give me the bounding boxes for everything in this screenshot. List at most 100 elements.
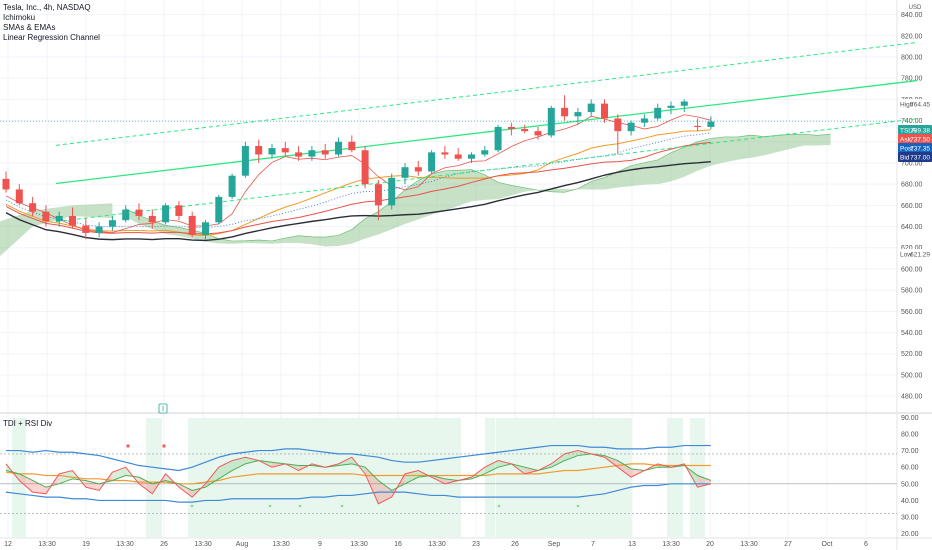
candle-body <box>481 150 489 155</box>
candle-body <box>162 205 170 223</box>
high-badge-value: 764.45 <box>910 102 930 109</box>
tdi-tick-label: 40.00 <box>901 498 919 505</box>
tdi-shaded-zone <box>12 418 26 537</box>
time-tick-label: Oct <box>822 541 833 548</box>
tdi-legend[interactable]: TDI + RSI Div <box>3 419 53 428</box>
currency-label: USD <box>909 5 922 11</box>
event-marker-icon <box>158 403 168 414</box>
candle-body <box>574 112 582 117</box>
candle-body <box>534 131 542 136</box>
time-tick-label: 7 <box>591 541 595 548</box>
candle-body <box>202 222 209 236</box>
tdi-shaded-zone <box>485 418 495 537</box>
candle-body <box>694 125 702 127</box>
candle-body <box>122 209 130 221</box>
price-tick-label: 480.00 <box>901 394 923 401</box>
divergence-marker-bull: * <box>299 504 302 511</box>
tdi-fill <box>524 467 538 474</box>
candle-body <box>228 175 236 197</box>
candle-body <box>55 215 63 222</box>
candle-body <box>335 141 342 155</box>
candle-body <box>148 215 156 223</box>
candle-body <box>374 184 382 206</box>
bid-badge: Bid 737.00 <box>898 152 932 162</box>
time-tick-label: 26 <box>160 541 168 548</box>
ticker-badge-bg <box>898 125 932 135</box>
time-tick-label: 13:30 <box>194 541 212 548</box>
ema-orange-line <box>5 129 711 237</box>
ichimoku-span-a <box>125 133 831 242</box>
time-tick-label: 13:30 <box>38 541 56 548</box>
time-tick-label: 13:30 <box>662 541 680 548</box>
high-badge-label: High <box>900 102 914 109</box>
candle-body <box>507 126 515 130</box>
candle-body <box>414 167 422 172</box>
time-tick-label: 23 <box>472 541 480 548</box>
time-tick-label: Sep <box>548 541 561 548</box>
price-tick-label: 560.00 <box>901 309 923 316</box>
tdi-fill <box>218 460 233 479</box>
price-tick-label: 600.00 <box>901 266 923 273</box>
price-tick-label: 840.00 <box>901 12 923 19</box>
price-tick-label: 700.00 <box>901 160 923 167</box>
low-badge-label: Low <box>900 252 912 259</box>
price-tick-label: 800.00 <box>901 54 923 61</box>
tdi-fill <box>112 467 126 481</box>
bid-badge-value: 737.00 <box>910 155 930 162</box>
tdi-tick-label: 60.00 <box>901 465 919 472</box>
candle-body <box>175 205 183 216</box>
low-badge-value: 621.29 <box>910 252 930 259</box>
regression-line <box>55 79 918 185</box>
candle-body <box>321 150 329 155</box>
candle-body <box>295 152 303 157</box>
tdi-fill <box>551 453 565 468</box>
time-tick-label: 19 <box>82 541 90 548</box>
tdi-fill <box>498 460 512 468</box>
candle-body <box>547 107 555 136</box>
ema-red-line <box>5 141 711 235</box>
candle-body <box>108 220 116 227</box>
tdi-tick-label: 80.00 <box>901 431 919 438</box>
candle-body <box>361 150 369 185</box>
ticker-badge-value: 739.38 <box>910 128 930 135</box>
price-tick-label: 740.00 <box>901 118 923 125</box>
tdi-shaded-zone <box>146 418 162 537</box>
time-tick-label: 13:30 <box>272 541 290 548</box>
time-tick-label: 16 <box>394 541 402 548</box>
time-tick-label: 13:30 <box>116 541 134 548</box>
tdi-rsi-line <box>5 450 712 505</box>
candle-body <box>69 215 76 226</box>
indicator-linear-regression[interactable]: Linear Regression Channel <box>3 33 100 42</box>
indicator-smas-emas[interactable]: SMAs & EMAs <box>3 23 56 32</box>
price-tick-label: 580.00 <box>901 288 923 295</box>
tdi-tick-label: 50.00 <box>901 481 919 488</box>
bid-badge-label: Bid <box>900 155 910 162</box>
tdi-fill <box>484 460 499 474</box>
candle-body <box>561 107 569 117</box>
symbol-title[interactable]: Tesla, Inc., 4h, NASDAQ <box>3 3 91 12</box>
chart-legend: Tesla, Inc., 4h, NASDAQ Ichimoku SMAs & … <box>3 3 100 43</box>
tdi-fill <box>232 457 246 471</box>
indicator-ichimoku[interactable]: Ichimoku <box>3 13 36 22</box>
price-tick-label: 780.00 <box>901 76 923 83</box>
candle-body <box>255 146 263 155</box>
candle-body <box>308 150 316 157</box>
divergence-marker-bull: * <box>269 504 272 511</box>
tdi-lower-band <box>5 483 711 503</box>
time-tick-label: 27 <box>784 541 792 548</box>
tdi-fill <box>19 473 33 493</box>
candle-body <box>640 118 648 123</box>
tdi-fill <box>32 480 46 494</box>
tdi-tick-label: 90.00 <box>901 415 919 422</box>
ask-badge-bg <box>898 134 932 144</box>
price-tick-label: 540.00 <box>901 330 923 337</box>
candle-body <box>348 141 356 151</box>
tdi-shaded-zone <box>690 418 705 537</box>
candle-body <box>587 103 595 113</box>
time-tick-label: 13:30 <box>350 541 368 548</box>
